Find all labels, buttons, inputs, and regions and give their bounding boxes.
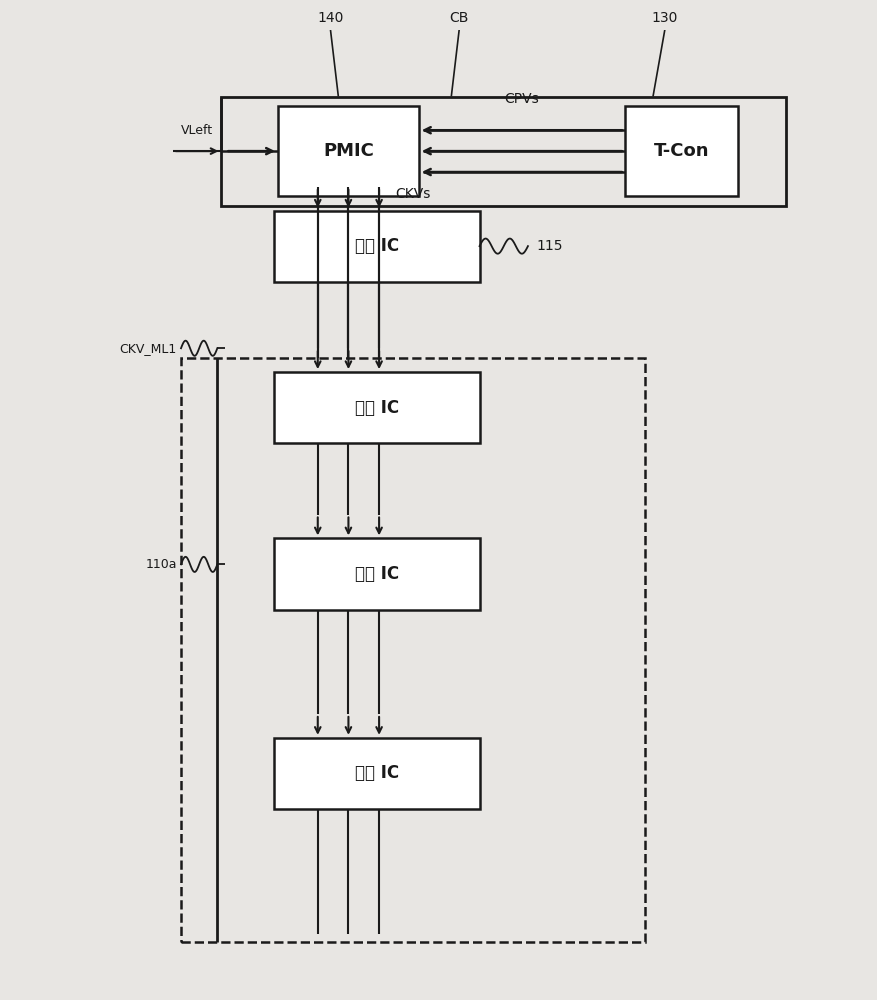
Bar [221,97,786,206]
Text: T-Con: T-Con [653,142,709,160]
Bar [274,372,480,443]
Text: VLeft: VLeft [182,124,213,137]
Bar [181,358,645,942]
Text: 棵极 IC: 棵极 IC [354,565,399,583]
Text: 棵极 IC: 棵极 IC [354,237,399,255]
Bar [274,738,480,809]
Bar [278,106,419,196]
Bar [274,211,480,282]
Text: 140: 140 [317,11,344,25]
Text: CKVs: CKVs [396,187,431,201]
Text: 110a: 110a [146,558,177,571]
Bar [624,106,738,196]
Text: 棵极 IC: 棵极 IC [354,764,399,782]
Text: CPVs: CPVs [504,92,539,106]
Bar [274,538,480,609]
Text: CB: CB [450,11,469,25]
Text: 115: 115 [536,239,562,253]
Text: 棵极 IC: 棵极 IC [354,399,399,417]
Text: 130: 130 [652,11,678,25]
Text: PMIC: PMIC [323,142,374,160]
Text: CKV_ML1: CKV_ML1 [120,342,177,355]
